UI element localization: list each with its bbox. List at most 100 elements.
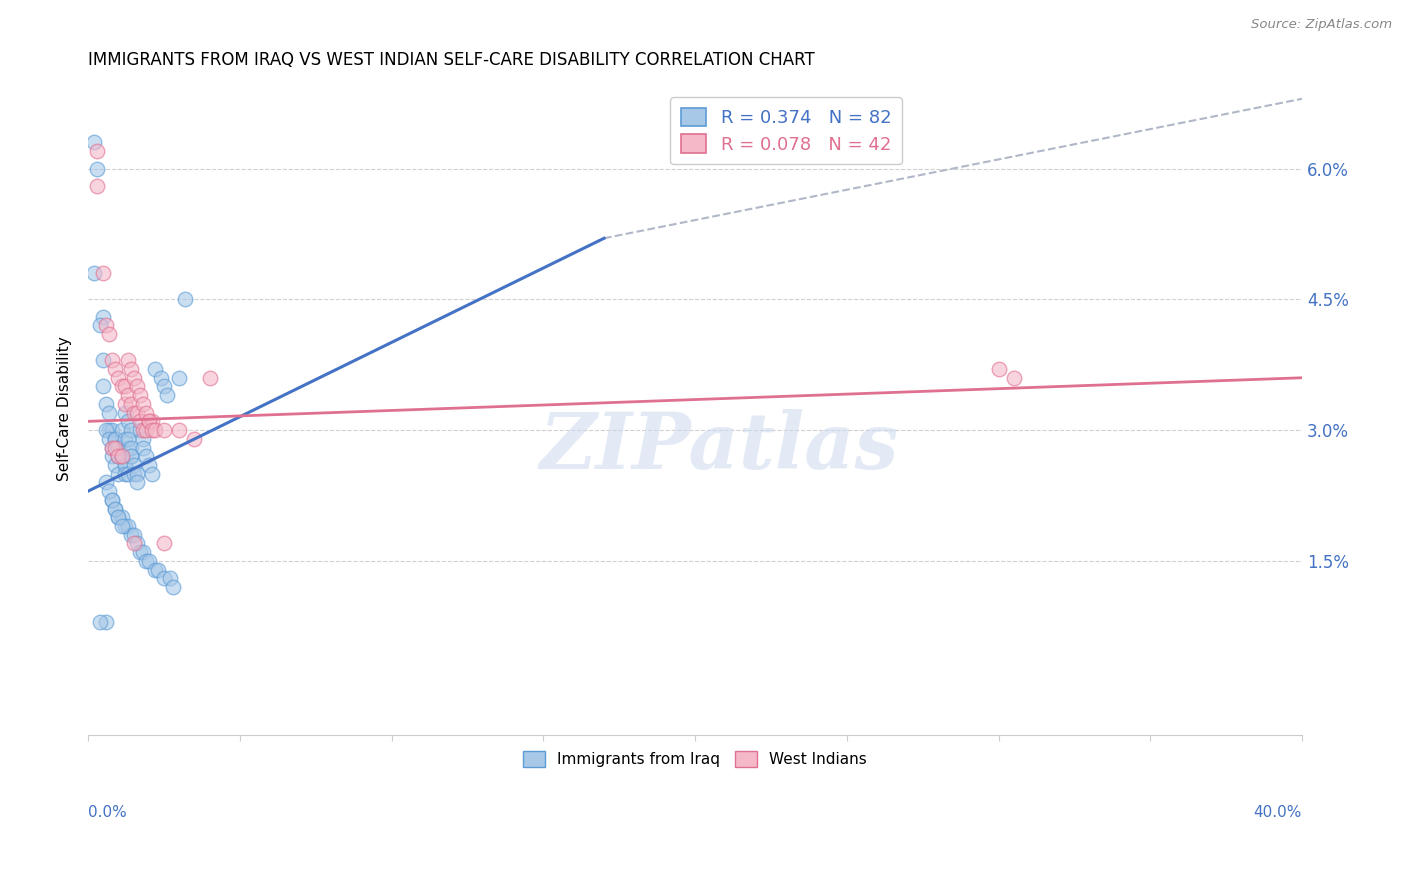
Point (117, 467, 139, 481)
Point (107, 449, 129, 463)
Text: 0.0%: 0.0% (89, 805, 127, 820)
Point (83, 266, 105, 280)
Point (114, 519, 136, 533)
Point (107, 510, 129, 524)
Point (128, 414, 150, 428)
Point (149, 371, 172, 385)
Point (114, 458, 136, 472)
Point (107, 449, 129, 463)
Point (120, 423, 142, 437)
Point (107, 371, 129, 385)
Point (98, 327, 121, 342)
Point (89, 318, 111, 333)
Point (86, 144, 108, 158)
Point (138, 554, 160, 568)
Point (122, 536, 145, 550)
Point (120, 397, 142, 411)
Point (122, 371, 145, 385)
Point (125, 379, 148, 393)
Point (138, 414, 160, 428)
Point (120, 441, 142, 455)
Point (132, 397, 155, 411)
Point (146, 563, 169, 577)
Text: 40.0%: 40.0% (1254, 805, 1302, 820)
Legend: Immigrants from Iraq, West Indians: Immigrants from Iraq, West Indians (517, 745, 873, 773)
Point (117, 414, 139, 428)
Point (120, 449, 142, 463)
Point (114, 432, 136, 446)
Point (104, 501, 127, 516)
Point (104, 432, 127, 446)
Point (125, 406, 148, 420)
Point (114, 458, 136, 472)
Point (114, 467, 136, 481)
Point (135, 554, 157, 568)
Point (107, 441, 129, 455)
Point (122, 527, 145, 541)
Point (132, 441, 155, 455)
Point (83, 136, 105, 150)
Point (156, 388, 179, 402)
Point (122, 458, 145, 472)
Point (107, 441, 129, 455)
Point (117, 432, 139, 446)
Point (114, 379, 136, 393)
Point (91, 353, 114, 368)
Point (114, 397, 136, 411)
Point (110, 519, 132, 533)
Point (114, 406, 136, 420)
Point (135, 449, 157, 463)
Point (101, 353, 124, 368)
Point (104, 362, 127, 376)
Point (98, 423, 121, 437)
Point (101, 441, 124, 455)
Point (86, 178, 108, 193)
Point (143, 423, 166, 437)
Point (135, 406, 157, 420)
Point (174, 293, 197, 307)
Point (110, 449, 132, 463)
Point (96, 615, 118, 629)
Point (128, 423, 150, 437)
Point (122, 467, 145, 481)
Point (138, 458, 160, 472)
Point (89, 615, 111, 629)
Point (110, 449, 132, 463)
Point (132, 432, 155, 446)
Point (122, 406, 145, 420)
Point (104, 432, 127, 446)
Point (96, 397, 118, 411)
Point (117, 519, 139, 533)
Point (1002, 371, 1025, 385)
Point (104, 501, 127, 516)
Point (110, 510, 132, 524)
Point (96, 318, 118, 333)
Point (101, 449, 124, 463)
Text: ZIPatlas: ZIPatlas (540, 409, 898, 486)
Point (120, 362, 142, 376)
Point (141, 414, 163, 428)
Point (125, 467, 148, 481)
Point (101, 423, 124, 437)
Point (153, 536, 176, 550)
Point (98, 484, 121, 499)
Text: Source: ZipAtlas.com: Source: ZipAtlas.com (1251, 18, 1392, 31)
Point (101, 492, 124, 507)
Point (107, 467, 129, 481)
Point (96, 423, 118, 437)
Point (86, 161, 108, 176)
Point (128, 545, 150, 559)
Point (153, 379, 176, 393)
Point (91, 266, 114, 280)
Point (167, 423, 190, 437)
Point (104, 441, 127, 455)
Point (110, 423, 132, 437)
Point (987, 362, 1010, 376)
Point (198, 371, 221, 385)
Point (132, 423, 155, 437)
Point (91, 310, 114, 324)
Point (96, 475, 118, 490)
Point (143, 362, 166, 376)
Point (117, 388, 139, 402)
Point (125, 536, 148, 550)
